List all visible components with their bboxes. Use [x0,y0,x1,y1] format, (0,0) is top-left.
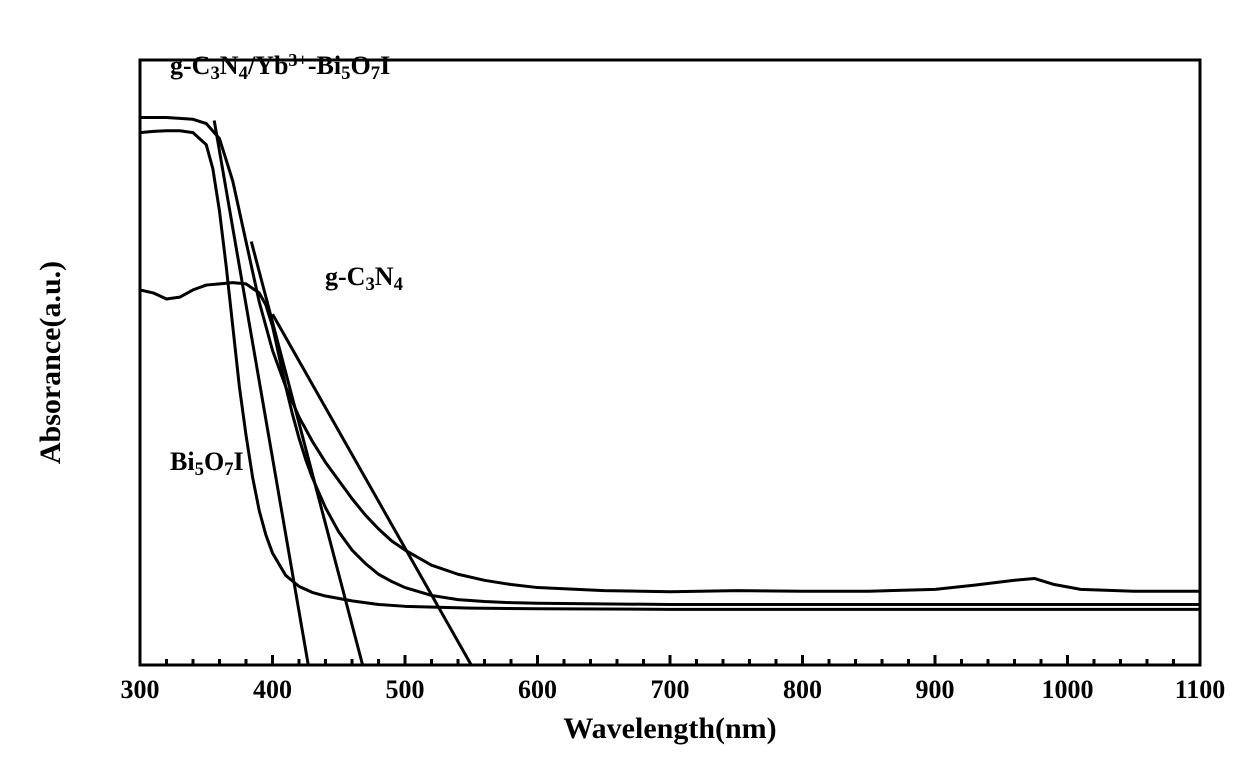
absorbance-spectra-chart: 300 400 500 600 700 800 900 1000 1100 Wavelength(… [0,0,1240,773]
series-label: g-C3N4 [325,262,403,295]
svg-text:300: 300 [121,675,160,704]
svg-text:800: 800 [783,675,822,704]
svg-text:900: 900 [916,675,955,704]
svg-text:Wavelength(nm): Wavelength(nm) [563,712,776,745]
svg-text:700: 700 [651,675,690,704]
chart-svg: 300 400 500 600 700 800 900 1000 1100 Wavelength(… [0,0,1240,773]
series-label: g-C3N4/Yb3+-Bi5O7I [170,50,390,84]
svg-text:Absorance(a.u.): Absorance(a.u.) [34,261,67,464]
svg-text:1100: 1100 [1175,675,1226,704]
series-label: Bi5O7I [170,447,244,480]
svg-text:400: 400 [253,675,292,704]
svg-text:600: 600 [518,675,557,704]
svg-text:1000: 1000 [1042,675,1094,704]
svg-text:500: 500 [386,675,425,704]
